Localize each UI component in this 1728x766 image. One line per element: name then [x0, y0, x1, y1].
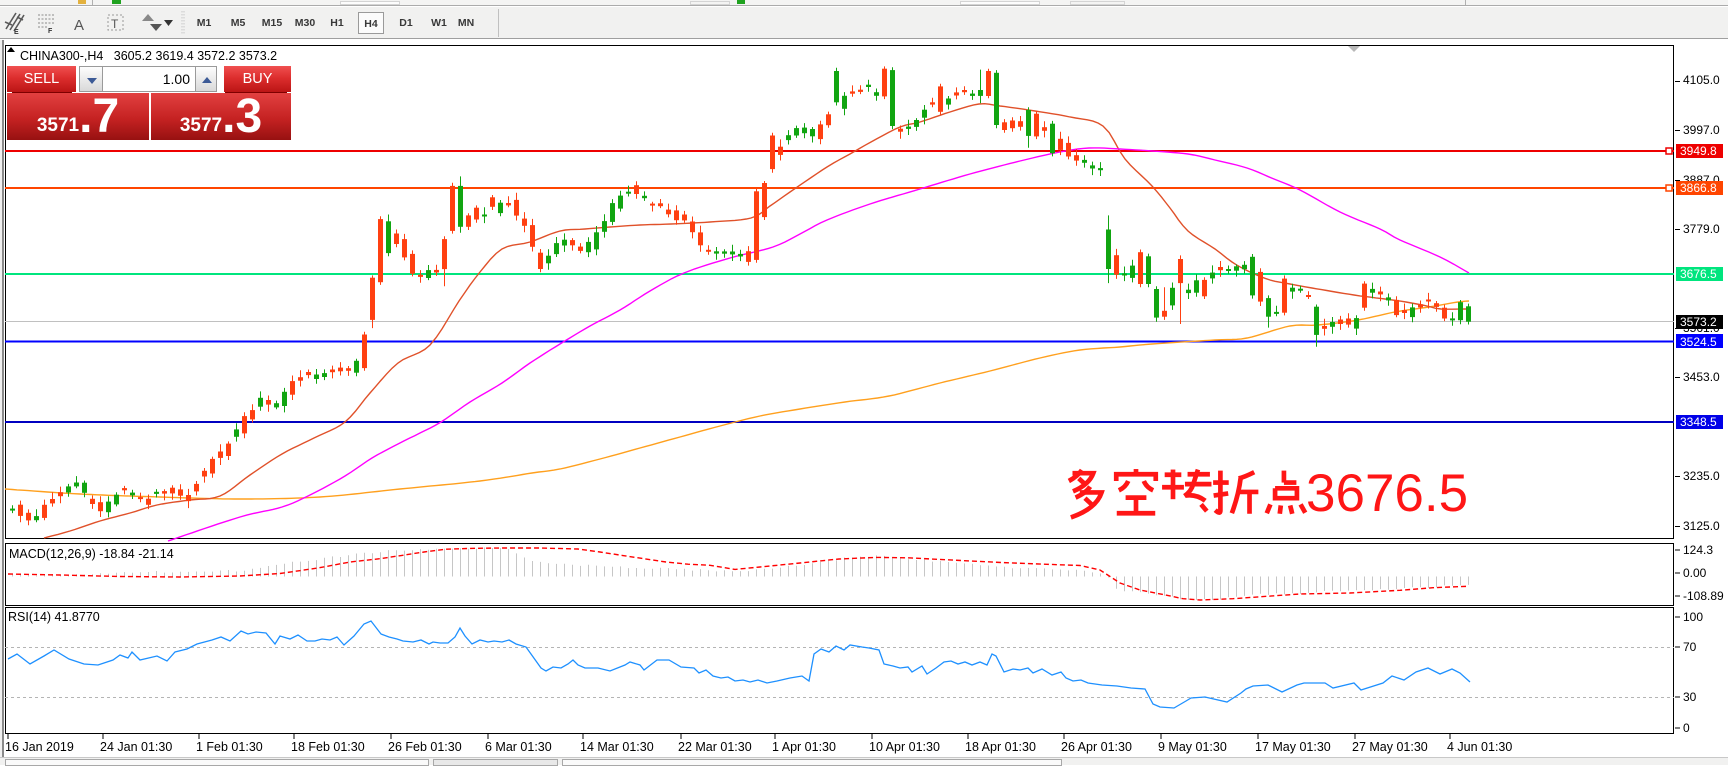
svg-text:3235.0: 3235.0 [1683, 469, 1720, 483]
svg-text:22 Mar 01:30: 22 Mar 01:30 [678, 740, 752, 754]
svg-text:F: F [48, 28, 53, 35]
svg-text:27 May 01:30: 27 May 01:30 [1352, 740, 1428, 754]
svg-text:3573.2: 3573.2 [1680, 315, 1717, 329]
svg-text:CHINA300-,H4 3605.2 3619.4 3: CHINA300-,H4 3605.2 3619.4 3572.2 3573.2 [20, 49, 277, 63]
svg-text:3949.8: 3949.8 [1680, 144, 1717, 158]
svg-text:4105.0: 4105.0 [1683, 73, 1720, 87]
svg-text:9 May 01:30: 9 May 01:30 [1158, 740, 1227, 754]
svg-text:3348.5: 3348.5 [1680, 415, 1717, 429]
svg-text:24 Jan 01:30: 24 Jan 01:30 [100, 740, 172, 754]
svg-text:30: 30 [1683, 690, 1697, 704]
svg-text:1 Apr 01:30: 1 Apr 01:30 [772, 740, 836, 754]
svg-text:A: A [74, 17, 84, 34]
svg-text:3779.0: 3779.0 [1683, 222, 1720, 236]
svg-text:100: 100 [1683, 610, 1703, 624]
svg-text:-108.89: -108.89 [1683, 589, 1724, 603]
svg-text:18 Apr 01:30: 18 Apr 01:30 [965, 740, 1036, 754]
svg-text:3125.0: 3125.0 [1683, 519, 1720, 533]
svg-text:124.3: 124.3 [1683, 543, 1713, 557]
svg-text:1 Feb 01:30: 1 Feb 01:30 [196, 740, 263, 754]
svg-text:0.00: 0.00 [1683, 566, 1707, 580]
svg-text:3676.5: 3676.5 [1680, 267, 1717, 281]
svg-text:17 May 01:30: 17 May 01:30 [1255, 740, 1331, 754]
svg-text:10 Apr 01:30: 10 Apr 01:30 [869, 740, 940, 754]
svg-text:26 Feb 01:30: 26 Feb 01:30 [388, 740, 462, 754]
svg-text:T: T [111, 17, 119, 31]
svg-text:3676.5: 3676.5 [1306, 464, 1468, 523]
svg-text:6 Mar 01:30: 6 Mar 01:30 [485, 740, 552, 754]
svg-text:14 Mar 01:30: 14 Mar 01:30 [580, 740, 654, 754]
svg-text:3453.0: 3453.0 [1683, 370, 1720, 384]
svg-text:3997.0: 3997.0 [1683, 123, 1720, 137]
svg-text:16 Jan 2019: 16 Jan 2019 [5, 740, 74, 754]
svg-text:3866.8: 3866.8 [1680, 181, 1717, 195]
svg-text:26 Apr 01:30: 26 Apr 01:30 [1061, 740, 1132, 754]
svg-text:RSI(14) 41.8770: RSI(14) 41.8770 [8, 610, 100, 624]
svg-text:3524.5: 3524.5 [1680, 335, 1717, 349]
svg-text:4 Jun 01:30: 4 Jun 01:30 [1447, 740, 1512, 754]
svg-text:18 Feb 01:30: 18 Feb 01:30 [291, 740, 365, 754]
svg-text:0: 0 [1683, 721, 1690, 735]
svg-text:E: E [14, 29, 19, 36]
svg-text:MACD(12,26,9) -18.84 -21.14: MACD(12,26,9) -18.84 -21.14 [9, 547, 174, 561]
svg-text:70: 70 [1683, 640, 1697, 654]
